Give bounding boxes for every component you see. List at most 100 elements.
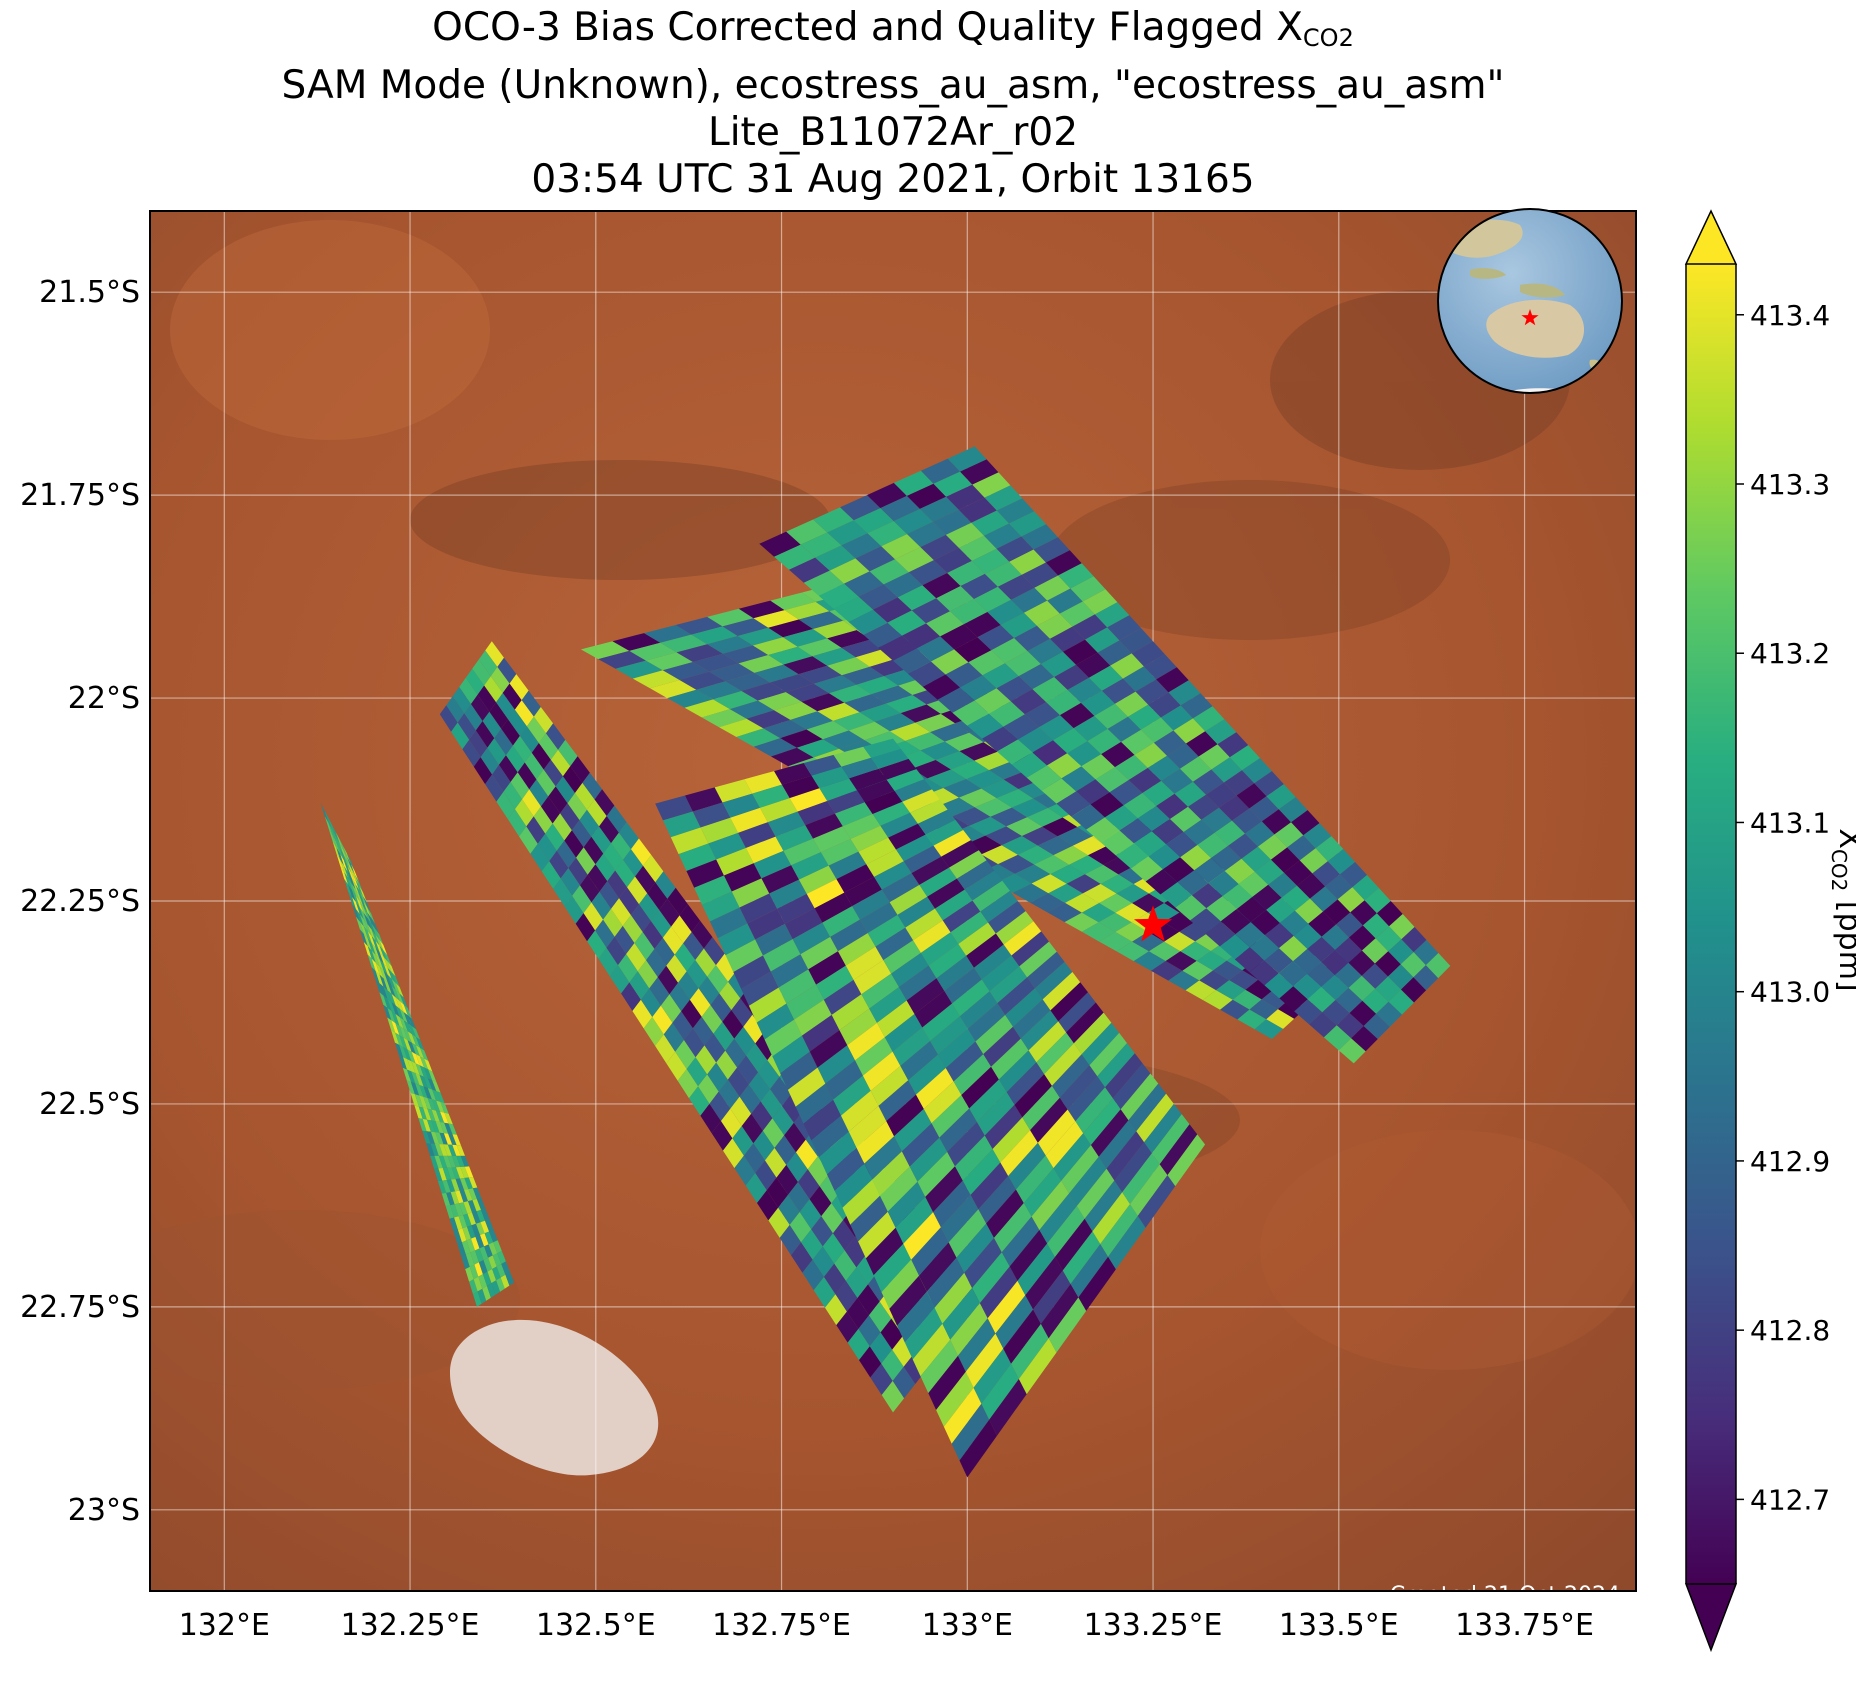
sounding-cell <box>800 532 842 558</box>
map-frame <box>149 210 1637 1592</box>
sounding-cell <box>343 846 351 865</box>
sounding-cell <box>324 810 333 830</box>
sounding-cell <box>458 1228 467 1243</box>
sounding-cell <box>889 1275 927 1326</box>
sounding-cell <box>468 1177 478 1189</box>
sounding-cell <box>731 878 770 908</box>
sounding-cell <box>844 571 884 597</box>
sounding-cell <box>415 1063 424 1077</box>
sounding-cell <box>496 692 515 720</box>
sounding-cell <box>920 1339 958 1394</box>
sounding-cell <box>1016 1155 1054 1203</box>
sounding-cell <box>858 837 896 865</box>
sounding-cell <box>526 716 546 743</box>
sounding-cell <box>477 1288 487 1304</box>
sounding-cell <box>476 1209 485 1223</box>
sounding-cell <box>686 960 708 989</box>
sounding-cell <box>679 671 726 690</box>
sounding-cell <box>410 1081 420 1096</box>
sounding-cell <box>492 1266 501 1281</box>
sounding-cell <box>468 1188 477 1201</box>
sounding-cell <box>702 891 740 922</box>
sounding-cell <box>959 1419 997 1478</box>
sounding-cell <box>960 675 997 701</box>
sounding-cell <box>630 904 651 932</box>
sounding-cell <box>1242 758 1272 784</box>
sounding-cell <box>926 1257 965 1308</box>
sounding-cell <box>716 1050 738 1080</box>
sounding-cell <box>572 885 592 914</box>
sounding-cell <box>915 713 956 733</box>
sounding-cell <box>336 841 344 861</box>
sounding-cell <box>1199 970 1230 991</box>
sounding-cell <box>367 907 376 924</box>
sounding-cell <box>1321 974 1349 1000</box>
sounding-cell <box>1058 563 1094 589</box>
sounding-cell <box>973 1348 1012 1404</box>
sounding-cell <box>844 876 882 907</box>
sounding-cell <box>1137 806 1170 832</box>
sounding-cell <box>449 1217 458 1232</box>
sounding-cell <box>1278 961 1308 987</box>
sounding-cell <box>460 1155 470 1167</box>
sounding-cell <box>731 998 753 1027</box>
sounding-cell <box>1249 999 1278 1020</box>
sounding-cell <box>411 1026 421 1040</box>
sounding-cell <box>1042 972 1081 1011</box>
sounding-cell <box>827 520 868 546</box>
australia-shape <box>1486 299 1585 358</box>
sounding-cell <box>383 950 392 966</box>
sounding-cell <box>875 927 914 961</box>
sounding-cell <box>332 841 341 860</box>
sounding-cell <box>1084 1180 1123 1232</box>
sounding-cell <box>663 1022 684 1052</box>
sounding-cell <box>379 959 388 975</box>
sounding-cell <box>692 1016 714 1046</box>
sounding-cell <box>863 622 903 648</box>
sounding-cell <box>1042 817 1078 837</box>
sounding-cell <box>1132 931 1165 952</box>
sounding-cell <box>344 866 352 884</box>
sounding-cell <box>1195 931 1226 951</box>
sounding-cell <box>780 729 823 748</box>
sounding-cell <box>1090 792 1124 818</box>
sounding-cell <box>861 973 899 1009</box>
sounding-cell <box>974 688 1011 714</box>
sounding-cell <box>907 521 946 548</box>
colorbar-tick-label: 413.2 <box>1750 637 1830 670</box>
sounding-cell <box>1325 874 1353 900</box>
sounding-cell <box>1047 588 1083 614</box>
sounding-cell <box>1295 898 1323 924</box>
sounding-cell <box>678 843 717 871</box>
sounding-cell <box>1054 664 1089 690</box>
sounding-cell <box>887 610 927 636</box>
sounding-cell <box>459 1189 468 1203</box>
sounding-cell <box>1186 731 1218 757</box>
sounding-cell <box>363 896 371 914</box>
sounding-cell <box>795 1083 834 1124</box>
sounding-cell <box>991 1038 1029 1080</box>
sounding-cell <box>646 652 693 671</box>
sounding-cell <box>399 1035 408 1050</box>
sounding-cell <box>986 1189 1024 1238</box>
sounding-cell <box>407 1069 416 1084</box>
sounding-cell <box>1348 950 1375 976</box>
lat-tick-label: 21.5°S <box>39 275 140 310</box>
sounding-cell <box>467 1212 476 1226</box>
sounding-cell <box>1052 1054 1090 1098</box>
sounding-cell <box>356 902 364 920</box>
sounding-cell <box>609 965 630 994</box>
sounding-cell <box>745 1173 767 1203</box>
sounding-cell <box>944 732 984 752</box>
sounding-cell <box>893 470 934 496</box>
colorbar-gradient <box>1686 264 1736 1584</box>
sounding-cell <box>1151 1114 1190 1165</box>
sounding-cell <box>621 982 641 1011</box>
sounding-cell <box>1027 808 1063 827</box>
sounding-cell <box>1159 1124 1198 1176</box>
sounding-cell <box>873 597 912 623</box>
sounding-cell <box>375 971 384 987</box>
sounding-cell <box>452 1144 461 1156</box>
sounding-cell <box>492 1253 502 1267</box>
